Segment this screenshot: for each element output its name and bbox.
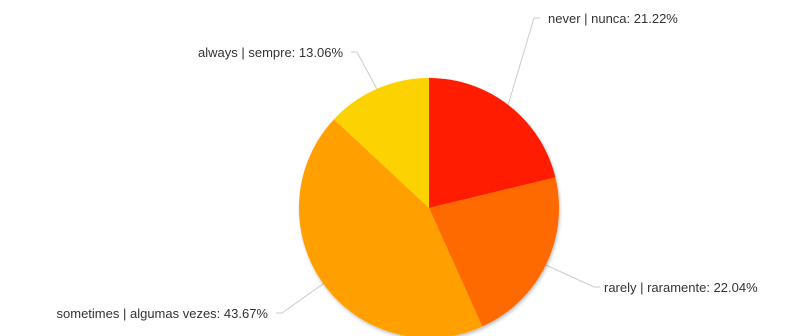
slice-label: never | nunca: 21.22%	[548, 11, 678, 26]
pie-slice[interactable]	[429, 78, 556, 208]
slice-label: always | sempre: 13.06%	[198, 45, 343, 60]
pie-slices	[299, 78, 559, 336]
label-connector	[541, 262, 600, 288]
pie-slice[interactable]	[299, 119, 483, 336]
pie-slice[interactable]	[429, 177, 559, 327]
label-connector	[351, 51, 380, 93]
slice-labels: never | nunca: 21.22% rarely | raramente:…	[57, 11, 759, 321]
label-connector	[276, 281, 327, 314]
pie-slice[interactable]	[333, 78, 429, 208]
label-connector	[506, 17, 540, 110]
slice-label: sometimes | algumas vezes: 43.67%	[57, 306, 269, 321]
label-connectors	[276, 17, 600, 314]
slice-label: rarely | raramente: 22.04%	[604, 280, 758, 295]
